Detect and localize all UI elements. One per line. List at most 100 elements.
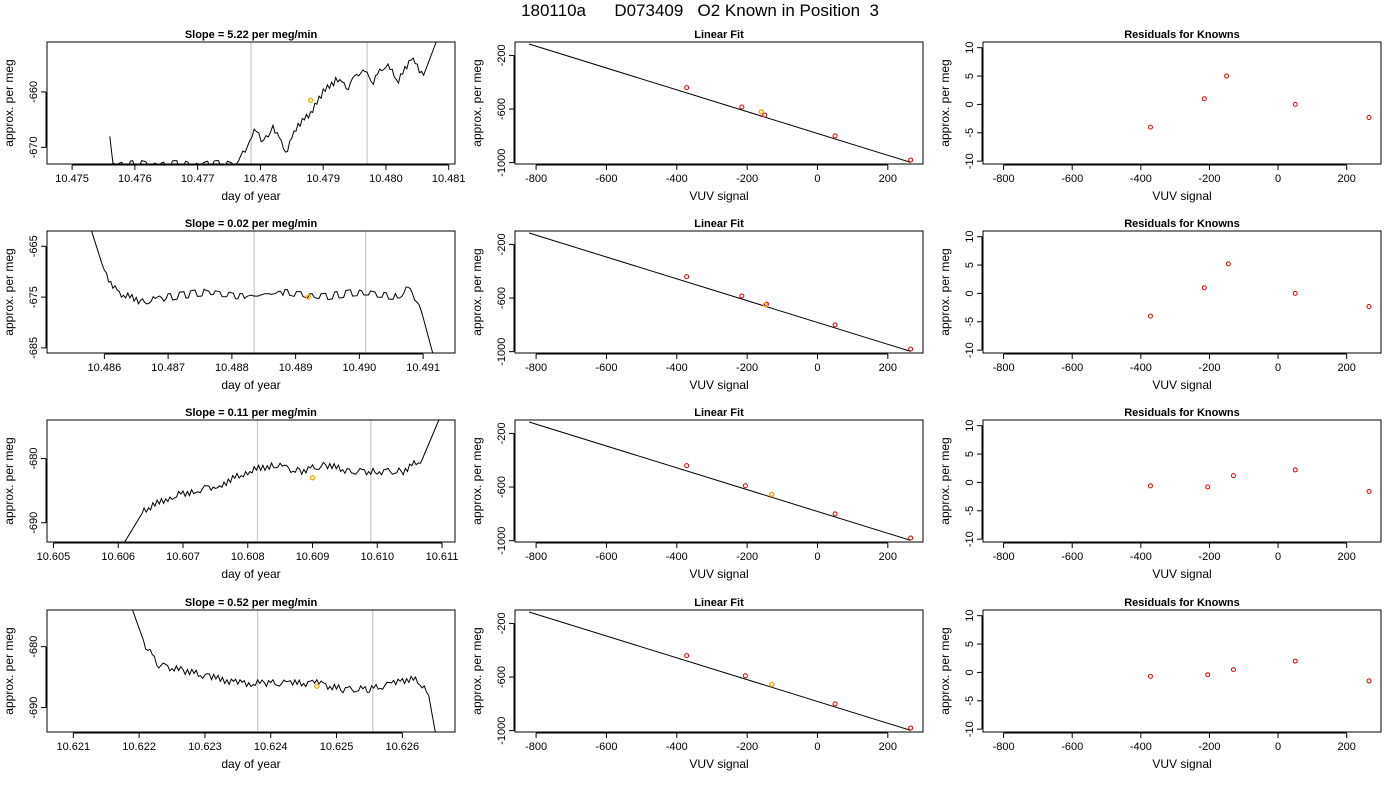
y-tick-label: -200 <box>496 44 508 66</box>
data-point <box>739 293 745 299</box>
y-axis-label: approx. per meg <box>2 627 16 714</box>
plot-frame <box>514 609 924 733</box>
panel-3-3: Residuals for Knowns -800 -600 -400 -200 0 200… <box>938 407 1382 581</box>
y-tick-label: -660 <box>28 81 40 103</box>
x-tick-label: 200 <box>1338 362 1356 374</box>
x-tick-label: 0 <box>814 741 820 753</box>
x-tick-label: 10.625 <box>320 741 354 753</box>
panel-1-1: Slope = 5.22 per meg/min 10.475 10.476 10.4… <box>2 29 466 203</box>
x-axis-label: day of year <box>221 189 280 203</box>
plot-frame <box>46 609 456 733</box>
x-tick-label: -400 <box>1130 551 1152 563</box>
y-tick-label: 10 <box>964 420 976 432</box>
x-tick-label: -600 <box>595 551 617 563</box>
x-tick-label: 10.489 <box>279 362 313 374</box>
x-tick-label: 0 <box>1275 741 1281 753</box>
panel-title: Linear Fit <box>694 407 744 419</box>
data-point <box>1201 285 1207 291</box>
x-tick-label: 10.606 <box>101 551 135 563</box>
plot-area <box>1147 73 1372 130</box>
x-tick-label: 10.476 <box>118 173 152 185</box>
y-tick-label: -200 <box>496 233 508 255</box>
x-tick-label: -800 <box>525 362 547 374</box>
x-tick-label: -800 <box>993 551 1015 563</box>
x-tick-label: 10.480 <box>369 173 403 185</box>
data-point <box>1201 96 1207 102</box>
x-axis-label: VUV signal <box>1152 378 1211 392</box>
y-tick-label: 10 <box>964 610 976 622</box>
y-tick-label: -600 <box>496 476 508 498</box>
y-tick-label: 0 <box>964 290 976 296</box>
panel-2-3: Residuals for Knowns -800 -600 -400 -200 0 200… <box>938 218 1382 392</box>
data-point <box>908 157 914 163</box>
y-tick-label: -680 <box>28 448 40 470</box>
figure-title: 180110a D073409 O2 Known in Position 3 <box>521 1 879 20</box>
x-axis-label: VUV signal <box>689 567 748 581</box>
x-tick-label: 10.621 <box>56 741 90 753</box>
y-tick-label: 5 <box>964 641 976 647</box>
x-tick-label: 10.481 <box>432 173 466 185</box>
plot-area <box>528 611 914 731</box>
x-tick-label: -800 <box>993 173 1015 185</box>
x-tick-label: 0 <box>1275 551 1281 563</box>
data-point <box>1292 101 1298 107</box>
plot-frame <box>46 41 456 165</box>
x-tick-label: -400 <box>1130 741 1152 753</box>
x-tick-label: -200 <box>736 551 758 563</box>
x-tick-label: -400 <box>666 741 688 753</box>
x-tick-label: -200 <box>736 362 758 374</box>
plot-area <box>528 232 914 352</box>
x-tick-label: 10.491 <box>406 362 440 374</box>
x-axis-label: VUV signal <box>1152 567 1211 581</box>
data-point <box>1366 303 1372 309</box>
data-point <box>1147 673 1153 679</box>
x-tick-label: 10.475 <box>55 173 89 185</box>
y-axis-label: approx. per meg <box>938 59 952 146</box>
y-tick-label: -10 <box>964 721 976 737</box>
panel-1-2: Linear Fit -800 -600 -400 -200 0 200 -1000 -600 -… <box>470 29 924 203</box>
x-axis-label: VUV signal <box>1152 757 1211 771</box>
x-tick-label: -600 <box>1061 551 1083 563</box>
highlight-point <box>305 294 312 300</box>
panel-3-1: Slope = 0.11 per meg/min 10.605 10.606 10.6… <box>2 407 458 581</box>
panel-title: Linear Fit <box>694 597 744 609</box>
data-point <box>1205 484 1211 490</box>
data-point <box>1366 488 1372 494</box>
x-tick-label: 200 <box>879 173 897 185</box>
x-tick-label: 10.478 <box>244 173 278 185</box>
series-line <box>124 420 440 542</box>
y-axis-label: approx. per meg <box>938 437 952 524</box>
x-tick-label: -600 <box>595 173 617 185</box>
data-point <box>1147 313 1153 319</box>
data-point <box>832 701 838 707</box>
data-point <box>684 274 690 280</box>
panel-title: Slope = 0.02 per meg/min <box>185 218 318 230</box>
x-tick-label: 10.490 <box>343 362 377 374</box>
data-point <box>1147 483 1153 489</box>
panel-4-1: Slope = 0.52 per meg/min 10.621 10.622 10.6… <box>2 597 456 771</box>
data-point <box>908 346 914 352</box>
series-line <box>91 231 434 353</box>
x-tick-label: 200 <box>1338 173 1356 185</box>
y-tick-label: -690 <box>28 512 40 534</box>
y-tick-label: 5 <box>964 451 976 457</box>
panel-3-2: Linear Fit -800 -600 -400 -200 0 200 -1000 -600 -… <box>470 407 924 581</box>
data-point <box>1230 667 1236 673</box>
y-tick-label: -680 <box>28 636 40 658</box>
y-tick-label: -200 <box>496 612 508 634</box>
y-tick-label: -690 <box>28 697 40 719</box>
x-tick-label: 10.605 <box>37 551 71 563</box>
panel-4-2: Linear Fit -800 -600 -400 -200 0 200 -1000 -600 -… <box>470 597 924 771</box>
plot-area <box>109 42 437 164</box>
plot-frame <box>46 230 456 354</box>
x-tick-label: 200 <box>1338 741 1356 753</box>
x-tick-label: 0 <box>814 551 820 563</box>
highlight-point <box>758 109 764 115</box>
data-point <box>684 85 690 91</box>
y-tick-label: -1000 <box>496 149 508 177</box>
data-point <box>1292 658 1298 664</box>
data-point <box>1225 261 1231 267</box>
y-axis-label: approx. per meg <box>2 248 16 335</box>
data-point <box>1366 678 1372 684</box>
